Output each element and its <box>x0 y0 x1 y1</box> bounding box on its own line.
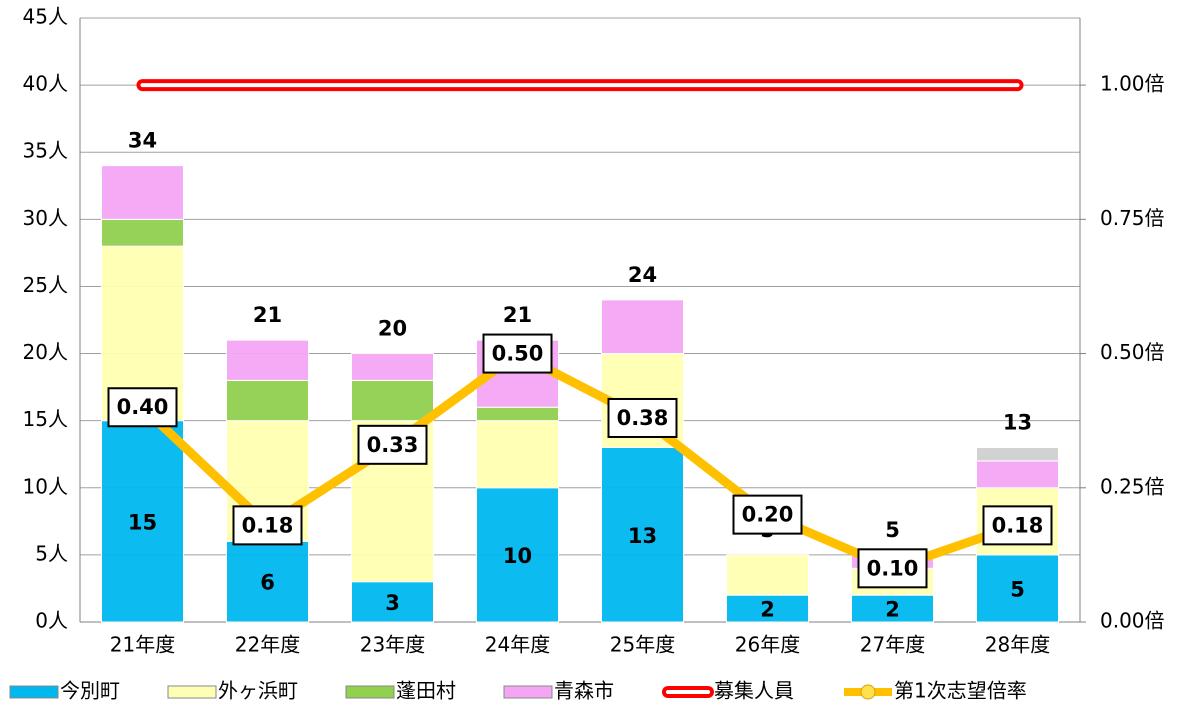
ratio-label: 0.33 <box>367 433 419 457</box>
bar-segment <box>601 447 684 623</box>
bar-segment <box>351 353 434 381</box>
total-label: 20 <box>378 317 407 341</box>
x-tick-label: 28年度 <box>985 633 1050 657</box>
bar-segment <box>726 594 809 623</box>
legend-swatch <box>345 685 395 699</box>
total-label: 24 <box>628 263 657 287</box>
y-tick-label: 25人 <box>23 273 68 297</box>
x-tick-label: 26年度 <box>735 633 800 657</box>
bar-segment <box>101 165 184 220</box>
legend-label: 蓬田村 <box>396 679 456 703</box>
y2-tick-label: 0.50倍 <box>1100 340 1165 364</box>
ratio-label: 0.18 <box>242 513 294 537</box>
legend-dot <box>860 684 876 700</box>
bar-segment <box>226 339 309 381</box>
y2-tick-label: 0.75倍 <box>1100 206 1165 230</box>
y2-tick-label: 0.00倍 <box>1100 609 1165 633</box>
legend-label: 今別町 <box>60 679 120 703</box>
total-label: 21 <box>503 303 532 327</box>
y-tick-label: 0人 <box>35 609 68 633</box>
ratio-label-box <box>732 494 803 535</box>
x-tick-label: 23年度 <box>360 633 425 657</box>
y-tick-label: 40人 <box>23 72 68 96</box>
ratio-label: 0.10 <box>867 556 919 580</box>
y-tick-label: 5人 <box>35 541 68 565</box>
segment-label: 6 <box>260 571 275 595</box>
segment-label: 2 <box>885 598 900 622</box>
total-label: 5 <box>885 518 900 542</box>
segment-label: 15 <box>128 510 157 534</box>
x-tick-label: 21年度 <box>110 633 175 657</box>
y2-tick-label: 0.25倍 <box>1100 474 1165 498</box>
ratio-label-box <box>982 505 1053 546</box>
legend-label: 第1次志望倍率 <box>894 679 1027 703</box>
x-tick-label: 25年度 <box>610 633 675 657</box>
bar-segment <box>476 420 559 489</box>
segment-label: 10 <box>503 544 532 568</box>
ratio-label-box <box>857 548 928 589</box>
ratio-label: 0.18 <box>992 513 1044 537</box>
ratio-label-box <box>357 424 428 465</box>
segment-label: 3 <box>385 591 400 615</box>
bar-segment <box>476 487 559 623</box>
legend-label: 青森市 <box>554 679 614 703</box>
bar-segment <box>976 460 1059 489</box>
y-tick-label: 30人 <box>23 206 68 230</box>
bar-segment <box>101 218 184 247</box>
ratio-label: 0.40 <box>117 395 169 419</box>
bar-segment <box>351 379 434 422</box>
legend-swatch <box>9 685 59 699</box>
y-tick-label: 20人 <box>23 340 68 364</box>
bar-segment <box>476 406 559 422</box>
segment-label: 13 <box>628 524 657 548</box>
bar-segment <box>601 299 684 355</box>
ratio-label-box <box>607 397 678 438</box>
bar-segment <box>726 554 809 596</box>
ratio-label: 0.20 <box>742 503 794 527</box>
legend-swatch <box>167 685 217 699</box>
bar-segment <box>976 447 1059 462</box>
bar-segment <box>976 554 1059 623</box>
y-tick-label: 45人 <box>23 5 68 29</box>
segment-label: 5 <box>1010 577 1025 601</box>
total-label: 21 <box>253 303 282 327</box>
x-tick-label: 22年度 <box>235 633 300 657</box>
legend-label: 募集人員 <box>714 679 794 703</box>
ratio-label: 0.50 <box>492 342 544 366</box>
y-tick-label: 15人 <box>23 407 68 431</box>
y-tick-label: 35人 <box>23 139 68 163</box>
bar-segment <box>351 581 434 623</box>
legend-label: 外ヶ浜町 <box>218 679 298 703</box>
total-label: 13 <box>1003 411 1032 435</box>
ratio-label: 0.38 <box>617 406 669 430</box>
y2-tick-label: 1.00倍 <box>1100 72 1165 96</box>
ratio-label-box <box>107 387 178 428</box>
x-tick-label: 24年度 <box>485 633 550 657</box>
legend-swatch <box>503 685 553 699</box>
ratio-label-box <box>232 505 303 546</box>
segment-label: 2 <box>760 598 775 622</box>
x-tick-label: 27年度 <box>860 633 925 657</box>
bar-segment <box>226 379 309 422</box>
y-tick-label: 10人 <box>23 474 68 498</box>
total-label: 34 <box>128 129 157 153</box>
ratio-label-box <box>482 333 553 374</box>
